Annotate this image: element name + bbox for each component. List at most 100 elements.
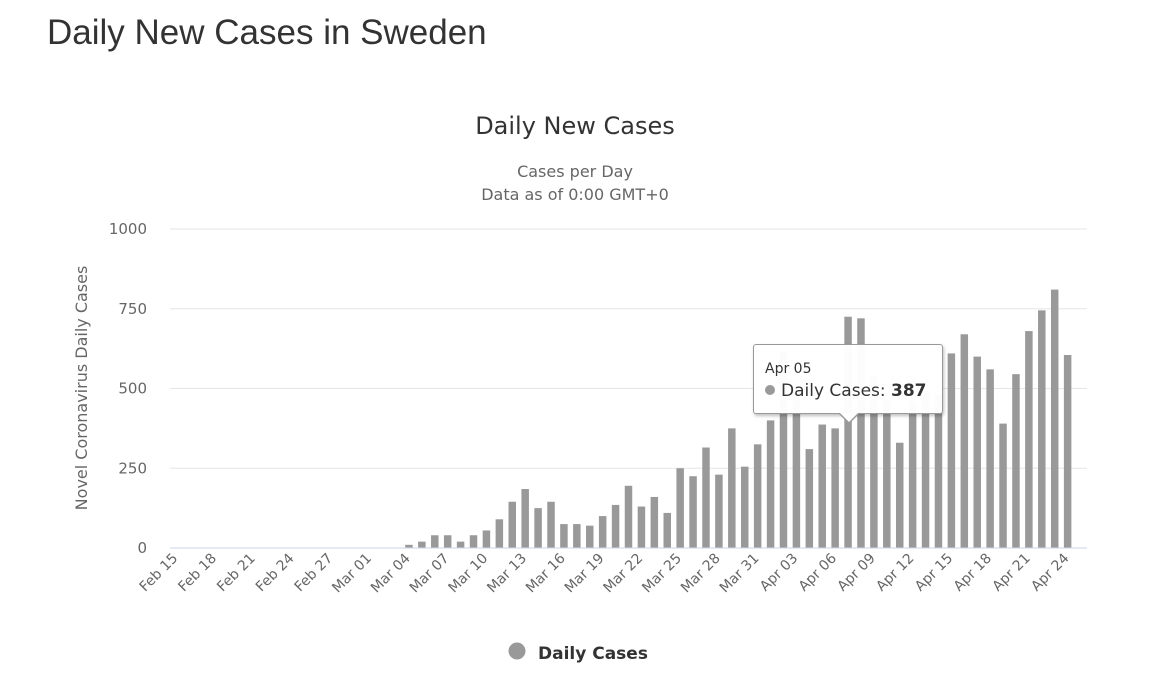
bar[interactable] [586,525,594,548]
legend-label: Daily Cases [538,644,648,664]
bar[interactable] [598,516,607,548]
x-tick-label: Feb 21 [214,551,259,596]
x-tick-label: Apr 12 [873,551,917,595]
bar[interactable] [418,541,426,548]
grid-lines [170,228,1087,469]
x-tick-label: Mar 19 [562,551,608,597]
x-tick-label: Mar 01 [329,551,375,597]
bar[interactable] [689,476,697,548]
x-tick-label: Apr 09 [835,551,879,595]
bar[interactable] [1025,331,1033,548]
bar[interactable] [431,535,439,548]
bar[interactable] [482,530,491,548]
bar[interactable] [986,369,994,548]
bar[interactable] [1012,374,1020,548]
bar[interactable] [844,316,852,548]
chart-title: Daily New Cases [475,112,675,140]
x-tick-label: Mar 22 [601,551,647,597]
x-tick-label: Mar 10 [446,551,492,597]
bar[interactable] [508,501,517,548]
tooltip-series-label: Daily Cases: [781,381,892,401]
bar[interactable] [857,318,865,548]
x-tick-label: Mar 28 [678,551,724,597]
bar-series [405,289,1072,549]
x-tick-label: Apr 03 [757,551,801,595]
bar[interactable] [908,401,917,548]
bar[interactable] [973,356,981,548]
bar[interactable] [405,544,413,548]
page-title: Daily New Cases in Sweden [47,13,487,52]
x-tick-label: Feb 24 [253,550,298,595]
tooltip-series-dot [765,385,775,395]
bar[interactable] [560,524,568,548]
bar[interactable] [818,424,826,548]
y-axis-ticks: 0 250 500 750 1000 [109,220,147,557]
bar[interactable] [883,399,891,548]
bar[interactable] [715,474,723,548]
bar[interactable] [766,420,775,548]
bar[interactable] [740,466,749,548]
bar[interactable] [805,449,814,548]
x-tick-label: Mar 13 [484,551,530,597]
bar[interactable] [895,442,904,548]
legend-marker [508,642,526,660]
x-tick-label: Mar 16 [523,550,569,596]
bar[interactable] [753,444,762,548]
x-tick-label: Apr 24 [1028,550,1072,594]
bar[interactable] [676,468,684,548]
x-tick-label: Mar 31 [717,551,763,597]
bar[interactable] [573,524,581,548]
y-tick-label: 1000 [109,220,147,238]
x-tick-label: Feb 27 [292,551,337,596]
chart-subtitle-line-1: Cases per Day [517,162,633,181]
bar[interactable] [960,334,969,548]
bar[interactable] [870,375,878,548]
tooltip-value: 387 [891,381,927,401]
bar[interactable] [456,541,465,548]
bar[interactable] [792,388,801,549]
x-tick-label: Mar 25 [639,551,685,597]
bar[interactable] [637,506,646,548]
x-tick-label: Mar 07 [407,551,453,597]
bar[interactable] [663,512,671,548]
bar[interactable] [921,391,930,548]
y-tick-label: 0 [137,539,147,557]
x-tick-label: Feb 15 [137,551,182,596]
legend-item-daily-cases[interactable]: Daily Cases [508,642,648,665]
bar[interactable] [779,351,788,548]
bar[interactable] [1063,355,1072,548]
bar[interactable] [534,508,542,548]
x-tick-label: Apr 21 [990,551,1034,595]
x-tick-label: Apr 06 [796,550,840,594]
bar[interactable] [1038,310,1046,548]
x-tick-label: Feb 18 [175,551,220,596]
bar[interactable] [469,535,478,548]
bar[interactable] [650,496,659,548]
tooltip-row: Daily Cases: 387 [765,381,927,401]
bar[interactable] [495,519,504,548]
bar[interactable] [521,488,529,548]
bar[interactable] [547,501,555,548]
bar[interactable] [624,485,633,548]
bar[interactable] [934,394,943,548]
y-tick-label: 250 [118,459,147,477]
x-tick-label: Apr 15 [912,551,956,595]
bar[interactable] [1050,289,1059,548]
chart-subtitle-line-2: Data as of 0:00 GMT+0 [481,185,669,204]
tooltip-date: Apr 05 [765,361,812,377]
y-axis-label: Novel Coronavirus Daily Cases [72,266,91,511]
bar[interactable] [702,447,710,548]
y-tick-label: 500 [118,380,147,398]
x-tick-label: Apr 18 [951,551,995,595]
bar[interactable] [443,535,452,548]
tooltip: Apr 05 Daily Cases: 387 [753,344,943,424]
bar[interactable] [611,504,620,548]
bar[interactable] [999,423,1007,548]
bar[interactable] [728,428,736,548]
x-tick-label: Mar 04 [368,550,414,596]
bar[interactable] [831,428,839,548]
bar[interactable] [947,353,956,548]
y-tick-label: 750 [118,300,147,318]
